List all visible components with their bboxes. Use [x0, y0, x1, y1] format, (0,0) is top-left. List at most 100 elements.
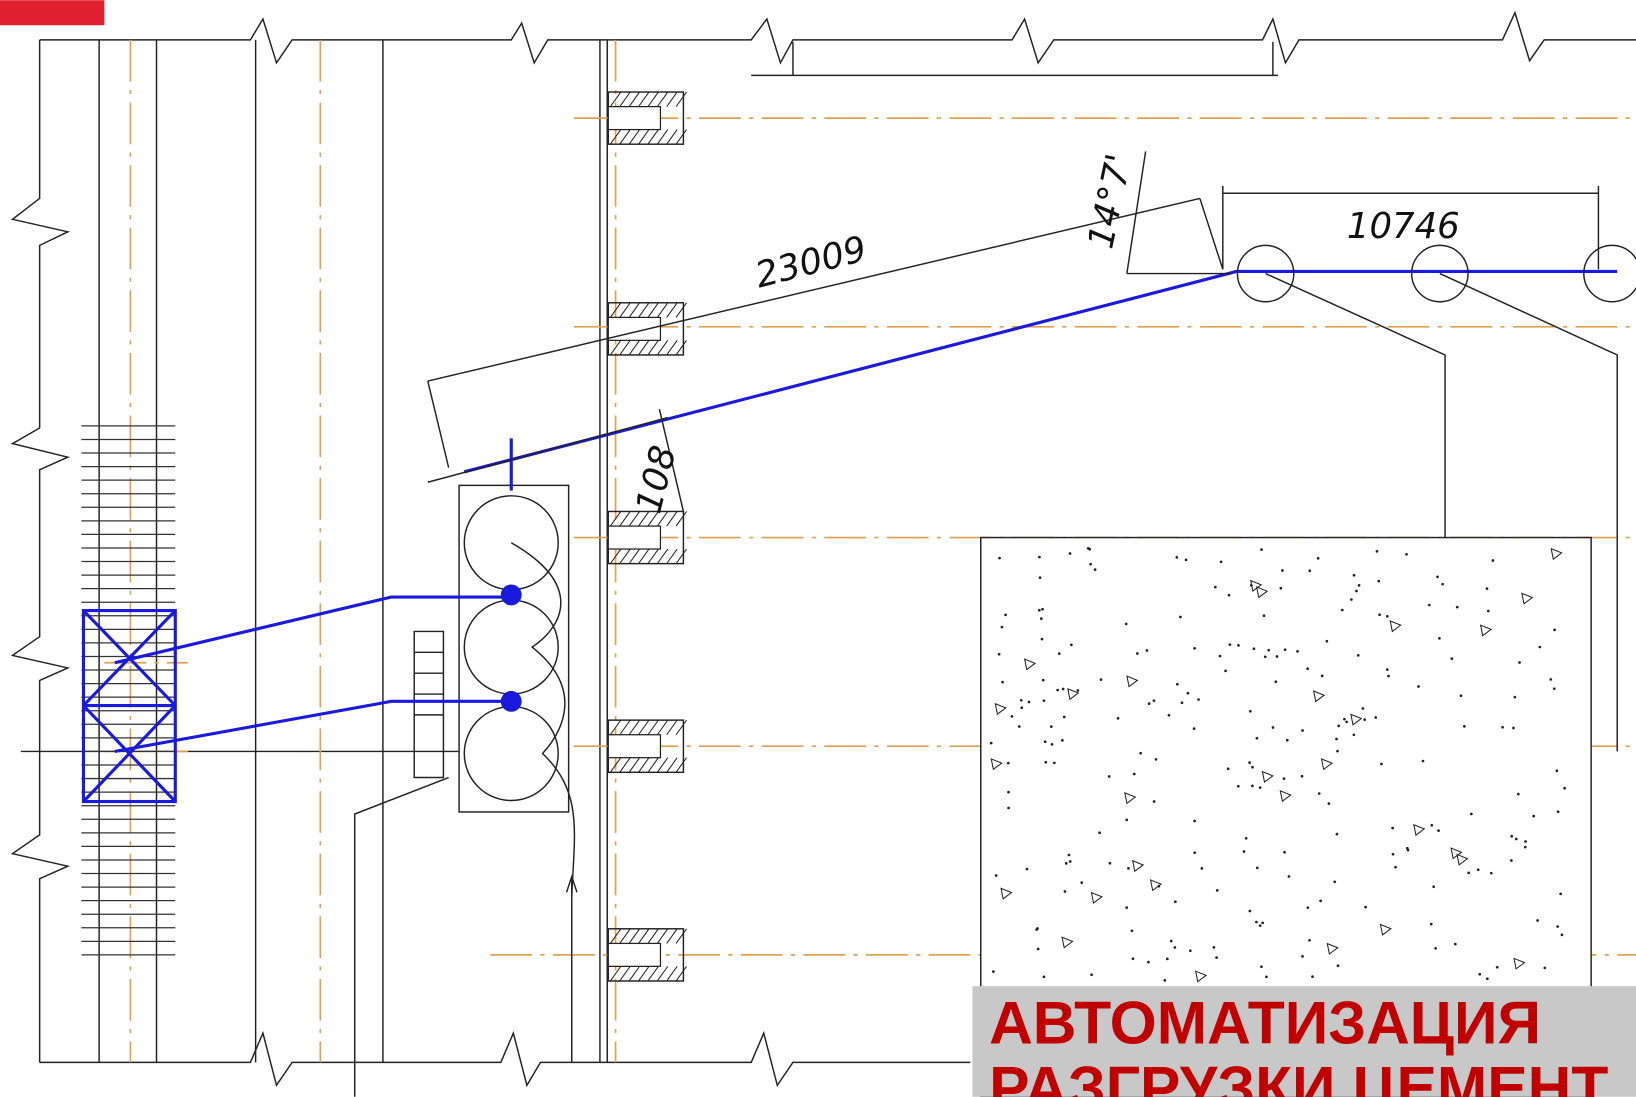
hatch-line	[639, 720, 649, 735]
speck	[998, 557, 1001, 560]
speck	[1353, 733, 1356, 736]
speck	[1139, 752, 1142, 755]
speck	[1229, 643, 1232, 646]
speck	[1306, 906, 1309, 909]
speck	[1255, 921, 1258, 924]
drawing: 23009 14°7' 10746 108 АВТОМАТИЗАЦИЯ РАЗГ…	[0, 0, 1636, 1097]
hatch-line	[629, 758, 639, 773]
speck	[1510, 859, 1513, 862]
speck	[1514, 696, 1517, 699]
hatch-line	[667, 549, 677, 564]
hatch-line	[639, 340, 649, 355]
speck	[1543, 967, 1546, 970]
speck	[1422, 760, 1425, 763]
speck	[1004, 613, 1007, 616]
speck	[1251, 785, 1254, 788]
speck	[1039, 576, 1042, 579]
speck	[1117, 717, 1120, 720]
speck	[1185, 559, 1188, 562]
speck	[1337, 964, 1340, 967]
speck	[998, 653, 1001, 656]
hatch-line	[620, 549, 630, 564]
speck	[990, 742, 993, 745]
speck	[1020, 699, 1023, 702]
speck	[1176, 683, 1179, 686]
speck	[1070, 644, 1073, 647]
speck	[1536, 919, 1539, 922]
speck	[1094, 568, 1097, 571]
speck	[1001, 681, 1004, 684]
hatch-line	[639, 511, 649, 526]
speck	[1362, 707, 1365, 710]
hatch-line	[639, 549, 649, 564]
hatch-line	[657, 340, 667, 355]
wall-niche	[608, 107, 660, 130]
speck	[1125, 906, 1128, 909]
speck	[1163, 979, 1166, 982]
speck	[1512, 727, 1515, 730]
hatch-line	[667, 130, 677, 145]
speck	[1193, 647, 1196, 650]
speck	[1353, 574, 1356, 577]
speck	[1263, 614, 1266, 617]
speck	[992, 970, 995, 973]
speck	[1301, 955, 1304, 958]
speck	[1463, 725, 1466, 728]
speck	[1020, 706, 1023, 709]
speck	[1109, 862, 1112, 865]
hatch-line	[629, 130, 639, 145]
title-box: АВТОМАТИЗАЦИЯ РАЗГРУЗКИ ЦЕМЕНТ	[972, 986, 1636, 1097]
speck	[1125, 623, 1128, 626]
hatch-line	[620, 303, 630, 318]
page: 23009 14°7' 10746 108 АВТОМАТИЗАЦИЯ РАЗГ…	[0, 0, 1636, 1097]
hatch-line	[620, 92, 630, 107]
speck	[1041, 608, 1044, 611]
hatch-line	[620, 720, 630, 735]
hatch-line	[657, 929, 667, 944]
speck	[1253, 647, 1256, 650]
speck	[1146, 649, 1149, 652]
speck	[1460, 694, 1463, 697]
wagon	[83, 611, 175, 802]
speck	[1376, 550, 1379, 553]
hatch-line	[629, 549, 639, 564]
title-line: АВТОМАТИЗАЦИЯ	[989, 989, 1541, 1057]
hatch-line	[620, 758, 630, 773]
hatch-line	[639, 929, 649, 944]
speck	[1193, 851, 1196, 854]
speck	[1470, 813, 1473, 816]
speck	[1220, 560, 1223, 563]
speck	[1038, 609, 1041, 612]
speck	[1380, 763, 1383, 766]
speck	[1436, 575, 1439, 578]
hatch-line	[639, 303, 649, 318]
speck	[1538, 646, 1541, 649]
speck	[1077, 689, 1080, 692]
dimension-angle: 14°7'	[1080, 150, 1140, 252]
hatch-line	[657, 130, 667, 145]
speck	[1510, 835, 1513, 838]
hatch-line	[629, 929, 639, 944]
dimension-offset: 108	[629, 442, 685, 518]
speck	[1283, 777, 1286, 780]
speck	[1181, 701, 1184, 704]
speck	[1326, 640, 1329, 643]
speck	[1132, 957, 1135, 960]
speck	[1108, 775, 1111, 778]
speck	[1061, 739, 1064, 742]
speck	[1378, 613, 1381, 616]
speck	[1260, 965, 1263, 968]
hatch-line	[676, 720, 686, 735]
speck	[1088, 548, 1091, 551]
speck	[995, 874, 998, 877]
logo-mark	[0, 0, 104, 25]
hatch-line	[639, 92, 649, 107]
speck	[1432, 885, 1435, 888]
speck	[1284, 648, 1287, 651]
hatch-line	[648, 966, 658, 981]
speck	[1044, 761, 1047, 764]
speck	[1553, 629, 1556, 632]
speck	[1276, 655, 1279, 658]
speck	[1040, 617, 1043, 620]
speck	[1267, 649, 1270, 652]
